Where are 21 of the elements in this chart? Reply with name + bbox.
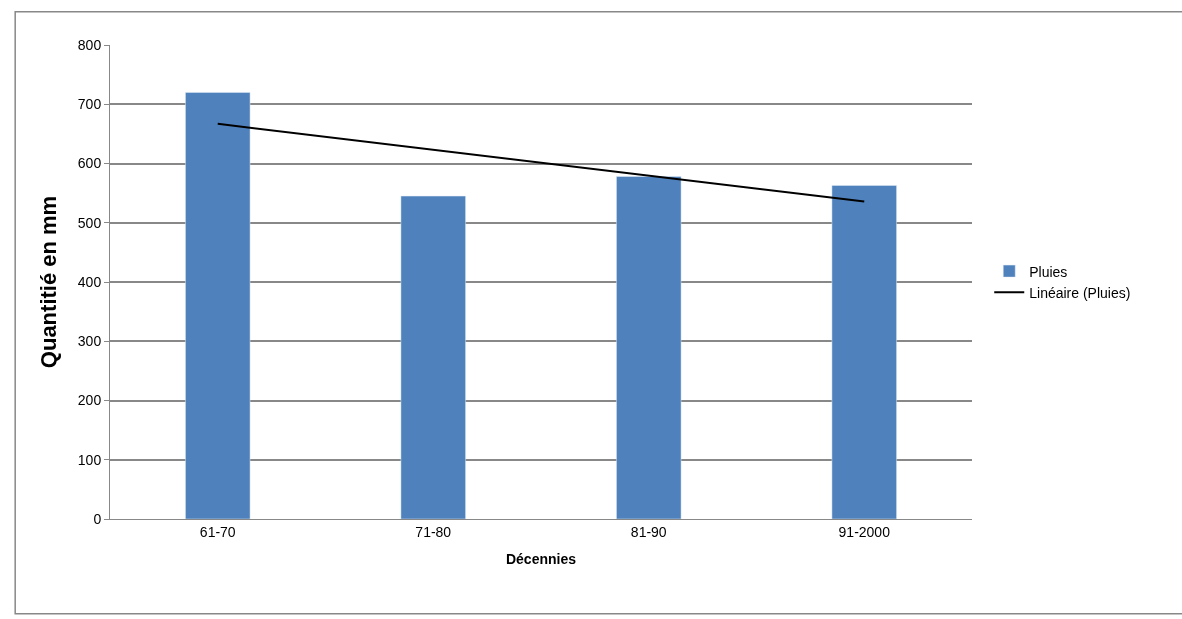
y-tick-label: 600	[77, 155, 102, 172]
x-axis-title: Décennies	[505, 551, 577, 568]
bar	[400, 195, 466, 519]
legend-label: Linéaire (Pluies)	[1029, 284, 1131, 301]
bar	[831, 185, 897, 519]
bar	[185, 92, 251, 519]
legend-label: Pluies	[1029, 263, 1068, 280]
bar	[616, 176, 682, 519]
y-tick-label: 400	[77, 273, 102, 290]
x-tick-label: 91-2000	[838, 523, 891, 540]
y-tick-label: 500	[77, 214, 102, 231]
x-tick-label: 61-70	[199, 523, 236, 540]
x-tick-label: 81-90	[630, 523, 667, 540]
y-tick-label: 200	[77, 392, 102, 409]
y-tick-label: 800	[77, 36, 102, 53]
x-tick-label: 71-80	[415, 523, 452, 540]
y-axis-title: Quantitié en mm	[35, 195, 61, 369]
y-tick-label: 100	[77, 451, 102, 468]
y-tick-label: 0	[93, 510, 102, 527]
y-tick-label: 700	[77, 96, 102, 113]
y-tick-label: 300	[77, 333, 102, 350]
